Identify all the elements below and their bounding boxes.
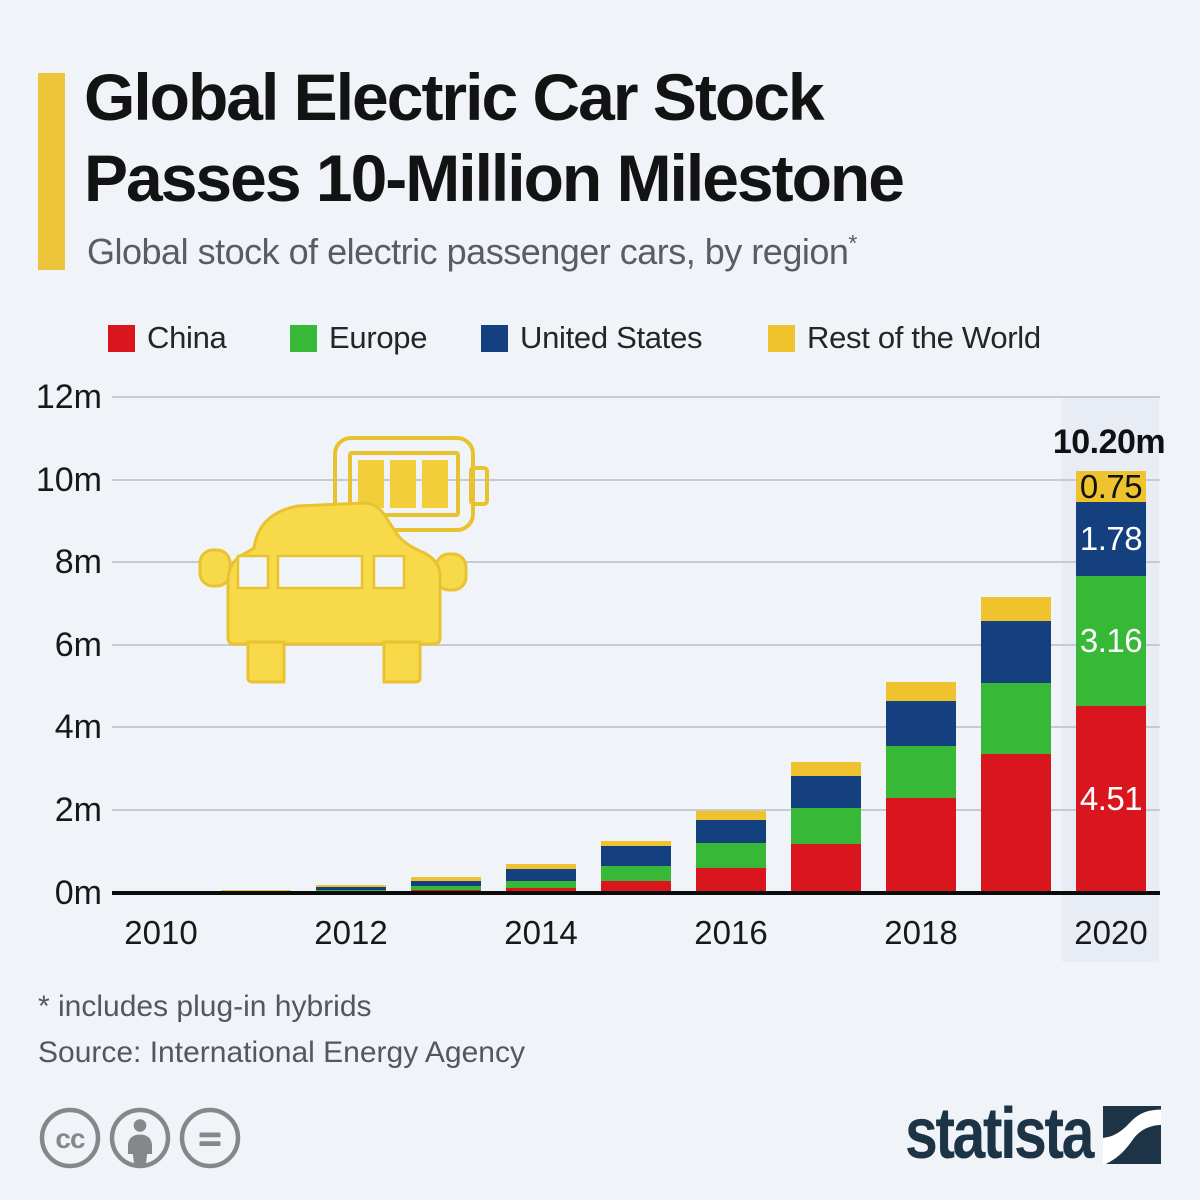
legend-swatch [481,324,508,352]
svg-text:cc: cc [55,1123,85,1154]
gridline-4m [112,726,1160,729]
segment-value-label-europe: 3.16 [1079,622,1143,660]
x-axis-label-2012: 2012 [314,914,388,951]
x-axis-label-2014: 2014 [504,914,578,951]
chart-subtitle: Global stock of electric passenger cars,… [87,230,857,272]
source-line: Source: International Energy Agency [38,1036,525,1069]
title-line-1: Global Electric Car Stock [84,60,825,134]
electric-car-icon [198,436,489,684]
bar-segment-2020-rest-of-the-world [1076,471,1146,503]
bar-segment-2019-europe [981,682,1051,755]
title-line-2: Passes 10-Million Milestone [84,141,905,215]
gridline-12m [112,396,1160,398]
bar-segment-2012-europe [316,889,386,892]
bar-segment-2015-china [601,881,671,893]
cc-icon: cc [39,1107,101,1169]
bar-segment-2020-china [1076,706,1146,893]
x-axis-line [112,891,1160,895]
legend-item-united-states: United States [481,320,703,356]
y-axis-label-2m: 2m [54,790,102,829]
bar-segment-2017-rest-of-the-world [791,762,861,777]
bar-segment-2020-united-states [1076,502,1146,576]
footnote: * includes plug-in hybrids [38,990,372,1023]
legend-item-rest-of-the-world: Rest of the World [768,320,1041,356]
bar-segment-2016-china [696,867,766,893]
bar-segment-2016-europe [696,842,766,868]
gridline-8m [112,561,1160,564]
legend-swatch [108,324,135,352]
legend-label: Rest of the World [807,320,1041,355]
legend-label: Europe [329,320,428,355]
y-axis-label-4m: 4m [54,708,102,747]
legend-label: United States [520,320,703,355]
bar-segment-2016-united-states [696,819,766,843]
bar-segment-2017-united-states [791,776,861,808]
gridline-2m [112,808,1160,811]
bar-segment-2020-europe [1076,575,1146,707]
x-axis-label-2016: 2016 [694,914,768,951]
bar-segment-2018-europe [886,746,956,799]
bar-segment-2019-rest-of-the-world [981,596,1051,621]
bar-segment-2017-europe [791,807,861,844]
bar-segment-2015-rest-of-the-world [601,841,671,847]
bar-segment-2014-china [506,887,576,893]
bar-segment-2018-united-states [886,700,956,747]
bar-segment-2013-rest-of-the-world [411,876,481,881]
legend-swatch [768,324,795,352]
legend-swatch [290,324,317,352]
battery-icon [333,436,489,532]
car-body [198,501,468,684]
bar-segment-2014-europe [506,880,576,888]
bar-segment-2018-china [886,798,956,893]
y-axis-label-8m: 8m [54,543,102,582]
license-icons: cc [38,1106,242,1170]
statista-logo-icon [1103,1106,1161,1164]
bar-segment-2013-europe [411,886,481,891]
y-axis-label-6m: 6m [54,625,102,664]
segment-value-label-china: 4.51 [1079,780,1143,818]
title-accent-bar [38,73,65,270]
x-axis-label-2010: 2010 [124,914,198,951]
y-axis-label-0m: 0m [54,873,102,912]
legend-item-europe: Europe [290,320,427,356]
bar-segment-2013-united-states [411,880,481,887]
bar-segment-2019-united-states [981,620,1051,683]
bar-segment-2015-europe [601,865,671,882]
y-axis-label-12m: 12m [35,378,102,416]
gridline-6m [112,643,1160,646]
bar-segment-2012-rest-of-the-world [316,885,386,887]
bar-segment-2011-rest-of-the-world [221,889,291,891]
bar-segment-2018-rest-of-the-world [886,681,956,701]
gridline-10m [112,478,1160,481]
no-derivatives-icon [179,1107,241,1169]
page-title: Global Electric Car Stock Passes 10-Milli… [84,57,905,219]
total-value-label: 10.20m [1052,423,1166,462]
bar-segment-2012-united-states [316,886,386,890]
legend-label: China [147,320,227,355]
bar-segment-2019-china [981,754,1051,893]
footnote-marker: * [848,230,857,256]
segment-value-label-united-states: 1.78 [1079,520,1143,558]
statista-wordmark: statista [904,1094,1095,1174]
x-axis-label-2020: 2020 [1074,914,1148,951]
bar-segment-2014-united-states [506,868,576,881]
bar-segment-2011-united-states [221,890,291,892]
bar-segment-2015-united-states [601,846,671,866]
legend-item-china: China [108,320,227,356]
bar-segment-2017-china [791,843,861,893]
bar-segment-2014-rest-of-the-world [506,864,576,869]
bar-segment-2016-rest-of-the-world [696,811,766,820]
attribution-icon [109,1107,171,1169]
segment-value-label-rest-of-the-world: 0.75 [1079,467,1143,505]
y-axis-label-10m: 10m [35,460,102,499]
x-axis-label-2018: 2018 [884,914,958,951]
